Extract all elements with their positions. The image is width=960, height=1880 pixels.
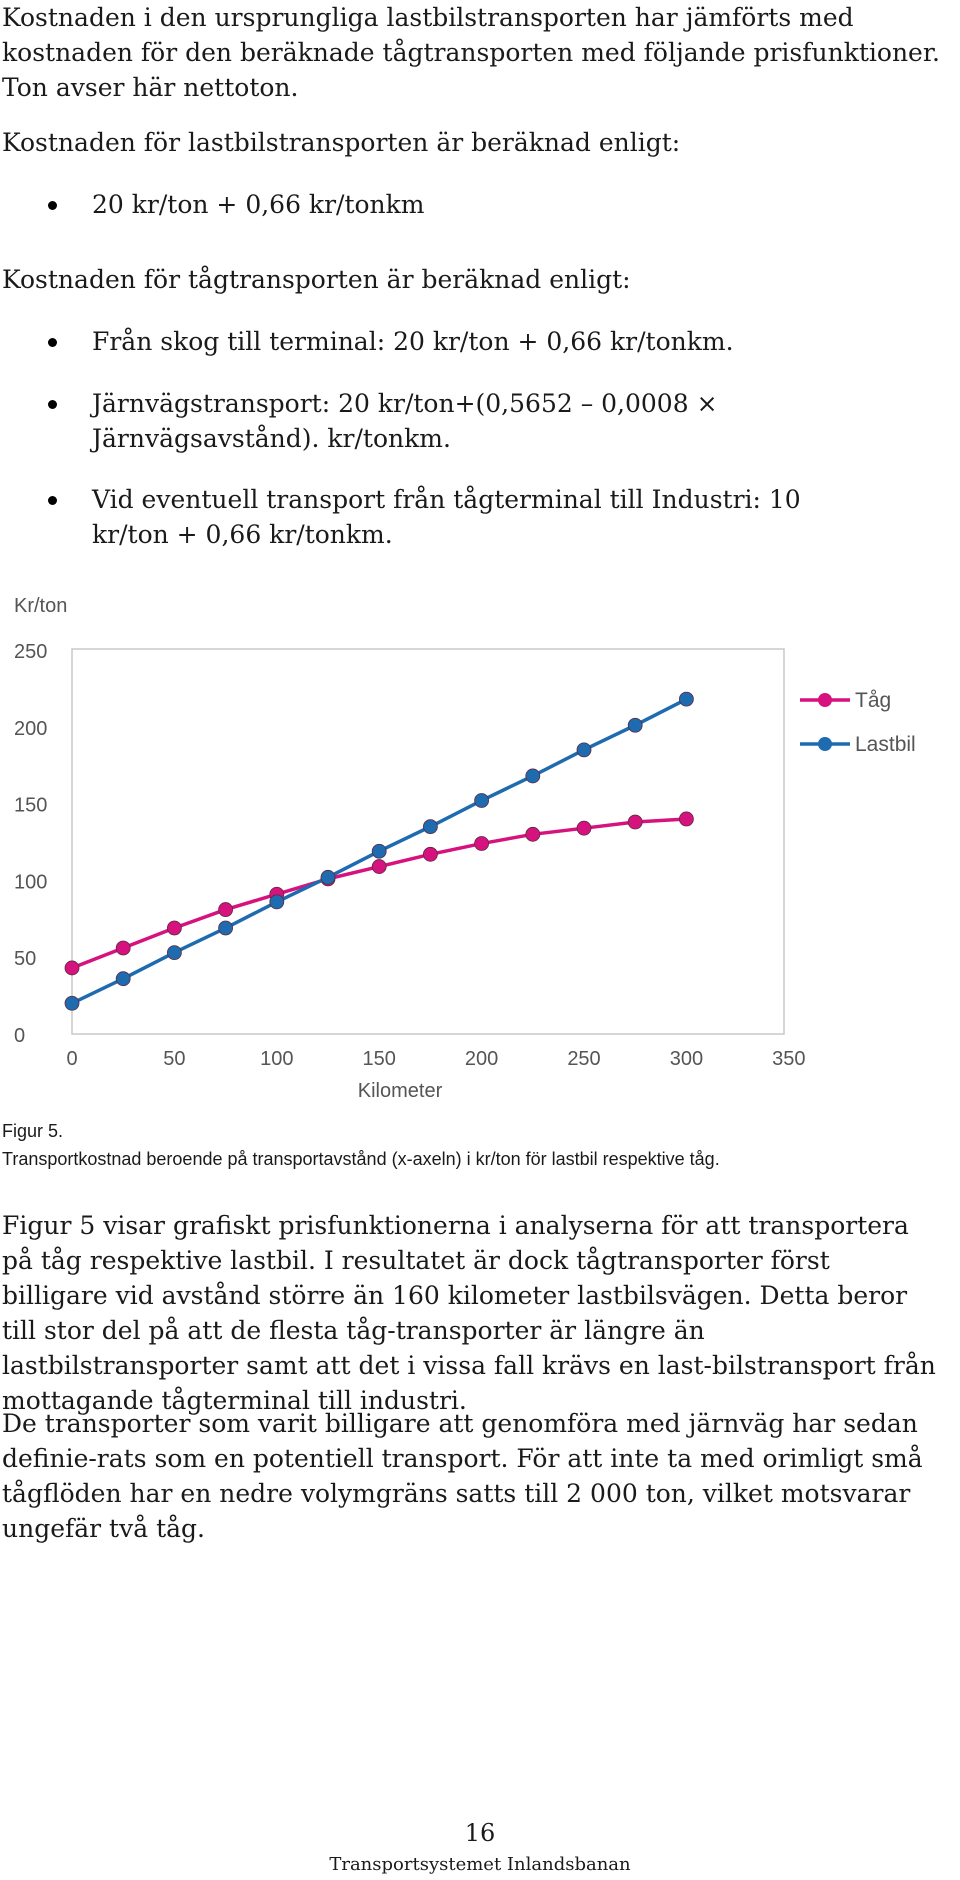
legend-swatch-marker bbox=[818, 737, 832, 751]
x-tick-label: 150 bbox=[363, 1048, 396, 1070]
data-point bbox=[576, 820, 592, 836]
train-heading: Kostnaden för tågtransporten är beräknad… bbox=[2, 265, 631, 294]
data-point bbox=[115, 940, 131, 956]
data-point bbox=[115, 971, 131, 987]
y-tick-label: 200 bbox=[14, 718, 47, 740]
data-point bbox=[679, 691, 694, 707]
bullet-icon bbox=[48, 338, 57, 347]
data-point bbox=[576, 742, 592, 758]
footer-title: Transportsystemet Inlandsbanan bbox=[329, 1854, 631, 1875]
y-tick-labels: 0 50 100 150 200 250 bbox=[14, 641, 47, 1047]
x-tick-label: 350 bbox=[772, 1048, 805, 1070]
chart-legend: Tåg Lastbil bbox=[800, 689, 916, 756]
data-point bbox=[269, 894, 285, 910]
x-tick-label: 200 bbox=[465, 1048, 498, 1070]
data-point bbox=[422, 819, 438, 835]
intro-paragraph: Kostnaden i den ursprungliga lastbilstra… bbox=[2, 3, 940, 102]
legend-item: Tåg bbox=[800, 689, 891, 712]
legend-swatch-marker bbox=[818, 693, 832, 707]
data-point bbox=[371, 859, 387, 874]
data-point bbox=[64, 960, 80, 976]
data-point bbox=[371, 843, 387, 859]
data-point bbox=[166, 920, 182, 936]
y-axis-label: Kr/ton bbox=[14, 595, 67, 617]
data-point bbox=[525, 826, 541, 842]
bullet-text: Från skog till terminal: 20 kr/ton + 0,6… bbox=[92, 327, 734, 356]
truck-heading: Kostnaden för lastbilstransporten är ber… bbox=[2, 128, 681, 157]
data-point bbox=[218, 920, 234, 936]
series-group bbox=[64, 691, 694, 1011]
data-point bbox=[166, 945, 182, 960]
cost-chart: Kr/ton 0 50 100 150 200 250 0 50 100 150 200 250 30… bbox=[14, 595, 916, 1102]
bullet-text: 20 kr/ton + 0,66 kr/tonkm bbox=[92, 190, 425, 219]
legend-label: Lastbil bbox=[855, 733, 916, 756]
legend-item: Lastbil bbox=[800, 733, 916, 756]
data-point bbox=[422, 846, 438, 862]
data-point bbox=[218, 902, 234, 917]
y-tick-label: 150 bbox=[14, 795, 47, 817]
bullet-text: Järnvägstransport: 20 kr/ton+(0,5652 – 0… bbox=[92, 389, 718, 453]
x-tick-label: 0 bbox=[66, 1048, 77, 1070]
data-point bbox=[64, 995, 80, 1011]
data-point bbox=[679, 811, 694, 827]
data-point bbox=[474, 793, 490, 808]
bullet-icon bbox=[48, 496, 57, 505]
bullet-icon bbox=[48, 400, 57, 409]
y-tick-label: 0 bbox=[14, 1025, 25, 1047]
series-group bbox=[64, 811, 694, 976]
data-point bbox=[320, 869, 336, 885]
data-point bbox=[474, 836, 490, 851]
x-tick-label: 50 bbox=[163, 1048, 185, 1070]
bullet-icon bbox=[48, 201, 57, 210]
x-tick-labels: 0 50 100 150 200 250 300 350 bbox=[66, 1048, 805, 1070]
figure-caption-text: Transportkostnad beroende på transportav… bbox=[2, 1149, 720, 1169]
data-point bbox=[627, 717, 643, 733]
legend-label: Tåg bbox=[855, 689, 891, 712]
bullet-text: Vid eventuell transport från tågterminal… bbox=[92, 485, 801, 549]
y-tick-label: 100 bbox=[14, 871, 47, 893]
y-tick-label: 50 bbox=[14, 948, 36, 970]
y-tick-label: 250 bbox=[14, 641, 47, 663]
x-tick-label: 250 bbox=[567, 1048, 600, 1070]
body-paragraph: Figur 5 visar grafiskt prisfunktionerna … bbox=[2, 1211, 936, 1415]
series-line bbox=[71, 817, 687, 970]
plot-area-frame bbox=[71, 648, 785, 1035]
data-point bbox=[627, 814, 643, 830]
page-number: 16 bbox=[464, 1819, 496, 1847]
series-layer bbox=[64, 691, 694, 1011]
figure-caption-label: Figur 5. bbox=[2, 1121, 64, 1141]
body-paragraph: De transporter som varit billigare att g… bbox=[2, 1409, 923, 1543]
x-axis-label: Kilometer bbox=[358, 1080, 443, 1102]
data-point bbox=[525, 768, 541, 784]
x-tick-label: 300 bbox=[670, 1048, 703, 1070]
x-tick-label: 100 bbox=[260, 1048, 293, 1070]
